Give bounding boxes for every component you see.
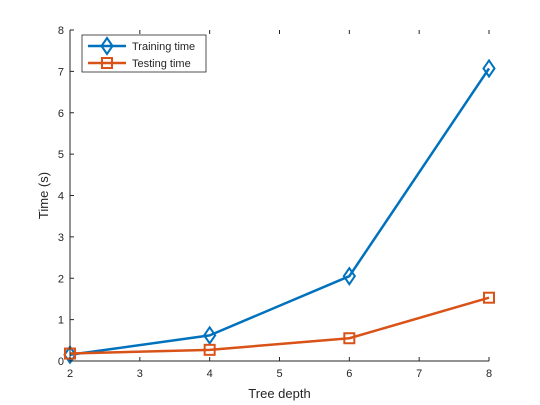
legend: Training time Testing time [81,34,207,73]
y-tick-label: 1 [58,315,64,327]
x-tick-label: 4 [207,368,213,380]
data-point-2 [483,291,495,304]
data-point-1 [202,325,217,346]
y-tick-label: 8 [58,25,64,37]
x-tick-label: 3 [137,368,143,380]
y-axis-title: Time (s) [36,172,51,219]
legend-box [81,34,207,73]
series-line-1 [69,67,491,357]
plot-area [70,30,489,361]
x-tick-label: 5 [276,368,282,380]
y-tick-label: 3 [58,232,64,244]
legend-label: Training time [132,41,195,53]
series-layer [63,58,496,365]
data-point-1 [342,266,357,286]
y-tick-label: 7 [58,66,64,78]
data-point-1 [63,345,77,365]
x-tick-label: 8 [486,368,492,380]
x-axis-title: Tree depth [248,386,310,401]
y-tick-label: 6 [58,108,64,120]
x-tick-label: 6 [346,368,352,380]
y-ticks: 0 1 2 3 4 5 6 7 8 [58,25,74,368]
y-tick-label: 0 [58,356,64,368]
legend-marker [100,36,114,56]
y-tick-label: 5 [58,149,64,161]
x-tick-label: 7 [416,368,422,380]
series-line-2 [69,296,490,355]
data-point-2 [203,343,216,356]
x-ticks: 2 3 4 5 6 7 8 [67,30,492,380]
y-tick-label: 4 [58,191,64,203]
data-point-1 [482,58,496,79]
data-point-2 [343,332,356,345]
legend-label: Testing time [132,58,191,70]
x-tick-label: 2 [67,368,73,380]
legend-marker [101,57,113,69]
y-tick-label: 2 [58,273,64,285]
